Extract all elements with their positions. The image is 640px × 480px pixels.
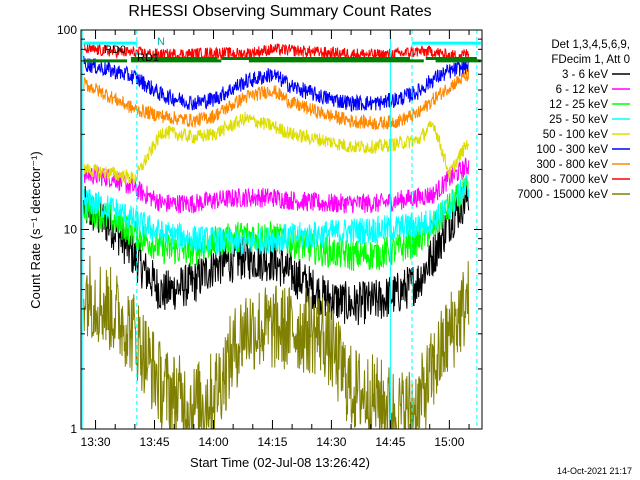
x-tick-label-1430: 14:30 bbox=[316, 435, 346, 449]
series-line-25-50-kev bbox=[83, 175, 470, 256]
x-tick-label-1400: 14:00 bbox=[198, 435, 228, 449]
chart-title: RHESSI Observing Summary Count Rates bbox=[128, 3, 431, 20]
series-line-50-100-kev bbox=[83, 111, 470, 184]
legend-label-25-50-kev: 25 - 50 keV bbox=[549, 114, 608, 126]
y-tick-label-100: 100 bbox=[57, 23, 77, 37]
legend: Det 1,3,4,5,6,9, FDecim 1, Att 0 3 - 6 k… bbox=[517, 39, 630, 201]
y-tick-label-1: 1 bbox=[70, 422, 77, 436]
series-line-7000-15000-kev bbox=[83, 255, 470, 429]
legend-label-100-300-kev: 100 - 300 keV bbox=[536, 144, 608, 156]
legend-label-7000-15000-kev: 7000 - 15000 keV bbox=[517, 189, 608, 201]
series-line-300-800-kev bbox=[83, 67, 470, 131]
y-tick-label-10: 10 bbox=[64, 223, 78, 237]
x-tick-label-1345: 13:45 bbox=[140, 435, 170, 449]
series-line-800-7000-kev bbox=[83, 42, 470, 63]
x-tick-label-1445: 14:45 bbox=[375, 435, 405, 449]
y-axis-label: Count Rate (s⁻¹ detector⁻¹) bbox=[28, 151, 43, 309]
legend-header-line-1: Det 1,3,4,5,6,9, bbox=[551, 39, 630, 51]
legend-label-800-7000-kev: 800 - 7000 keV bbox=[530, 174, 608, 186]
x-axis-label: Start Time (02-Jul-08 13:26:42) bbox=[190, 455, 370, 470]
legend-label-50-100-kev: 50 - 100 keV bbox=[543, 129, 609, 141]
y-axis: 1 10 100 bbox=[57, 23, 482, 436]
x-axis: 13:30 13:45 14:00 14:15 14:30 14:45 15:00 bbox=[81, 30, 470, 449]
rd0-label: RD0 bbox=[104, 44, 126, 56]
n-label: N bbox=[157, 36, 165, 48]
legend-label-3-6-kev: 3 - 6 keV bbox=[562, 69, 608, 81]
x-tick-label-1330: 13:30 bbox=[81, 435, 111, 449]
series-line-6-12-kev bbox=[83, 157, 470, 214]
legend-header-line-2: FDecim 1, Att 0 bbox=[551, 54, 630, 66]
rd1-label: RD1 bbox=[137, 52, 159, 64]
series-line-3-6-kev bbox=[83, 177, 470, 326]
plot-area bbox=[81, 30, 481, 429]
x-tick-label-1500: 15:00 bbox=[434, 435, 464, 449]
legend-label-12-25-kev: 12 - 25 keV bbox=[549, 99, 608, 111]
timestamp: 14-Oct-2021 21:17 bbox=[557, 466, 632, 476]
legend-label-6-12-kev: 6 - 12 keV bbox=[556, 84, 609, 96]
legend-label-300-800-kev: 300 - 800 keV bbox=[536, 159, 608, 171]
series-line-100-300-kev bbox=[83, 55, 470, 113]
x-tick-label-1415: 14:15 bbox=[257, 435, 287, 449]
